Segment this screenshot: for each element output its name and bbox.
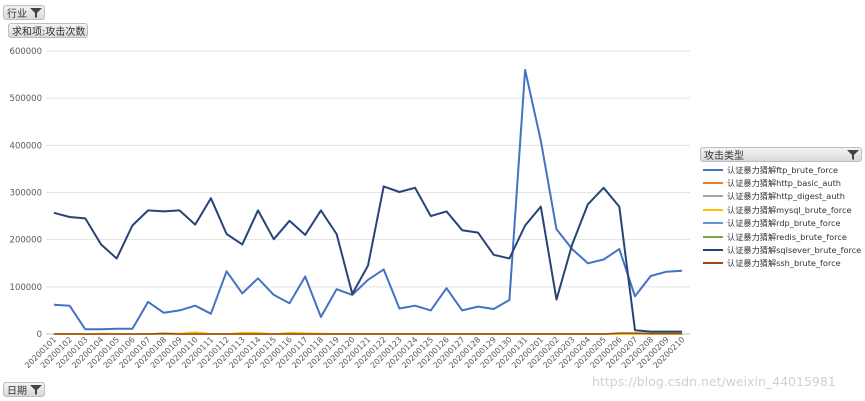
axis-field-filter-button[interactable]: 日期	[3, 382, 45, 397]
y-tick-label: 100000	[10, 283, 42, 293]
filter-dropdown-icon	[30, 7, 42, 18]
watermark: https://blog.csdn.net/weixin_44015981	[592, 374, 836, 389]
legend-label: 认证暴力猜解mysql_brute_force	[727, 204, 852, 215]
legend-label: 认证暴力猜解redis_brute_force	[727, 231, 847, 242]
legend-label: 认证暴力猜解http_basic_auth	[727, 178, 841, 189]
legend-item: 认证暴力猜解http_digest_auth	[703, 190, 863, 203]
y-tick-label: 0	[37, 330, 42, 340]
chart-legend: 认证暴力猜解ftp_brute_force 认证暴力猜解http_basic_au…	[703, 163, 863, 270]
filter-dropdown-icon	[847, 149, 859, 160]
y-tick-label: 600000	[10, 47, 42, 57]
value-field-label: 求和项:攻击次数	[12, 27, 86, 38]
value-field-button[interactable]: 求和项:攻击次数	[8, 23, 89, 38]
series-line	[53, 332, 683, 335]
legend-label: 认证暴力猜解sqlsever_brute_force	[727, 245, 862, 256]
y-tick-label: 300000	[10, 189, 42, 199]
legend-item: 认证暴力猜解sqlsever_brute_force	[703, 243, 863, 256]
axis-field-label: 日期	[7, 386, 27, 397]
legend-item: 认证暴力猜解redis_brute_force	[703, 230, 863, 243]
filter-dropdown-icon	[30, 384, 42, 395]
series-line	[53, 185, 683, 333]
series-field-filter-button[interactable]: 攻击类型	[700, 147, 862, 162]
legend-swatch	[703, 235, 723, 238]
legend-item: 认证暴力猜解mysql_brute_force	[703, 203, 863, 216]
legend-label: 认证暴力猜解ftp_brute_force	[727, 164, 839, 175]
series-line	[53, 68, 683, 331]
legend-swatch	[703, 222, 723, 225]
industry-filter-label: 行业	[7, 9, 27, 20]
legend-item: 认证暴力猜解http_basic_auth	[703, 176, 863, 189]
industry-filter-button[interactable]: 行业	[3, 5, 45, 20]
legend-label: 认证暴力猜解ssh_brute_force	[727, 258, 841, 269]
legend-swatch	[703, 168, 723, 171]
legend-label: 认证暴力猜解http_digest_auth	[727, 191, 845, 202]
legend-label: 认证暴力猜解rdp_brute_force	[727, 218, 841, 229]
legend-swatch	[703, 182, 723, 185]
y-tick-label: 400000	[10, 141, 42, 151]
y-tick-label: 500000	[10, 94, 42, 104]
series-field-label: 攻击类型	[704, 151, 744, 162]
legend-swatch	[703, 208, 723, 211]
legend-item: 认证暴力猜解ssh_brute_force	[703, 257, 863, 270]
legend-swatch	[703, 195, 723, 198]
y-tick-label: 200000	[10, 236, 42, 246]
legend-item: 认证暴力猜解ftp_brute_force	[703, 163, 863, 176]
legend-swatch	[703, 249, 723, 252]
legend-swatch	[703, 262, 723, 265]
legend-item: 认证暴力猜解rdp_brute_force	[703, 217, 863, 230]
